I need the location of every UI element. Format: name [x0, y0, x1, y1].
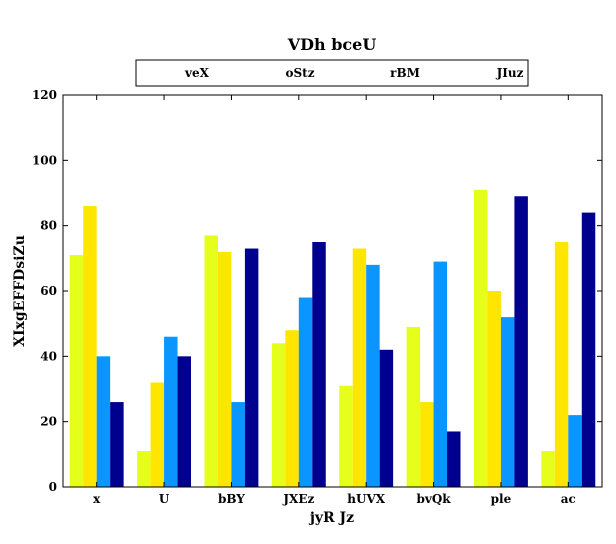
bar [285, 330, 299, 487]
chart-title: VDh bceU [287, 35, 377, 54]
x-tick-label: x [93, 492, 101, 506]
bar [379, 349, 394, 487]
legend-box [135, 59, 529, 87]
bar [433, 261, 448, 487]
legend: veX oStz rBM JIuz [184, 66, 524, 80]
bar [231, 402, 245, 487]
bar [352, 248, 367, 487]
x-tick-label: ac [561, 492, 576, 506]
y-tick-label: 20 [40, 415, 57, 429]
bar [312, 242, 326, 487]
bar [568, 415, 582, 487]
y-tick-label: 100 [32, 153, 57, 167]
bar [110, 402, 124, 487]
bar [217, 251, 232, 487]
bar [406, 326, 421, 487]
bar [541, 451, 555, 487]
bar [204, 235, 218, 487]
y-tick-label: 60 [40, 284, 57, 298]
legend-label: rBM [390, 66, 420, 80]
bar [244, 248, 259, 487]
bar [164, 336, 178, 487]
bar [366, 264, 380, 487]
x-tick-label: bBY [218, 492, 245, 506]
legend-label: veX [184, 66, 210, 80]
bar [96, 356, 111, 487]
y-tick-label: 40 [40, 349, 57, 363]
y-axis-label: XIxgEFFDsiZu [12, 235, 28, 347]
y-axis: 0 20 40 60 80 100 120 [32, 88, 602, 494]
bar [83, 206, 97, 487]
y-tick-label: 80 [40, 219, 57, 233]
x-axis-label: jyR Jz [308, 510, 354, 526]
bar [69, 255, 84, 487]
bar [271, 343, 286, 487]
bar [487, 291, 501, 487]
legend-label: oStz [285, 66, 314, 80]
x-tick-label: U [159, 492, 170, 506]
bar [137, 451, 151, 487]
bar [500, 317, 515, 487]
bar [581, 212, 596, 487]
bar [473, 189, 488, 488]
bars [69, 189, 596, 488]
x-tick-label: hUVX [347, 492, 386, 506]
x-tick-label: bvQk [416, 492, 451, 506]
y-tick-label: 120 [32, 88, 57, 102]
bar [177, 356, 192, 487]
legend-label: JIuz [496, 66, 524, 80]
bar [150, 382, 165, 487]
x-tick-label: JXEz [282, 492, 314, 506]
bar [420, 402, 434, 487]
x-tick-label: ple [491, 492, 512, 506]
bar [554, 242, 569, 487]
bar [514, 196, 528, 487]
y-tick-label: 0 [49, 480, 57, 494]
bar [339, 385, 353, 487]
bar [298, 297, 313, 487]
bar [447, 431, 461, 487]
